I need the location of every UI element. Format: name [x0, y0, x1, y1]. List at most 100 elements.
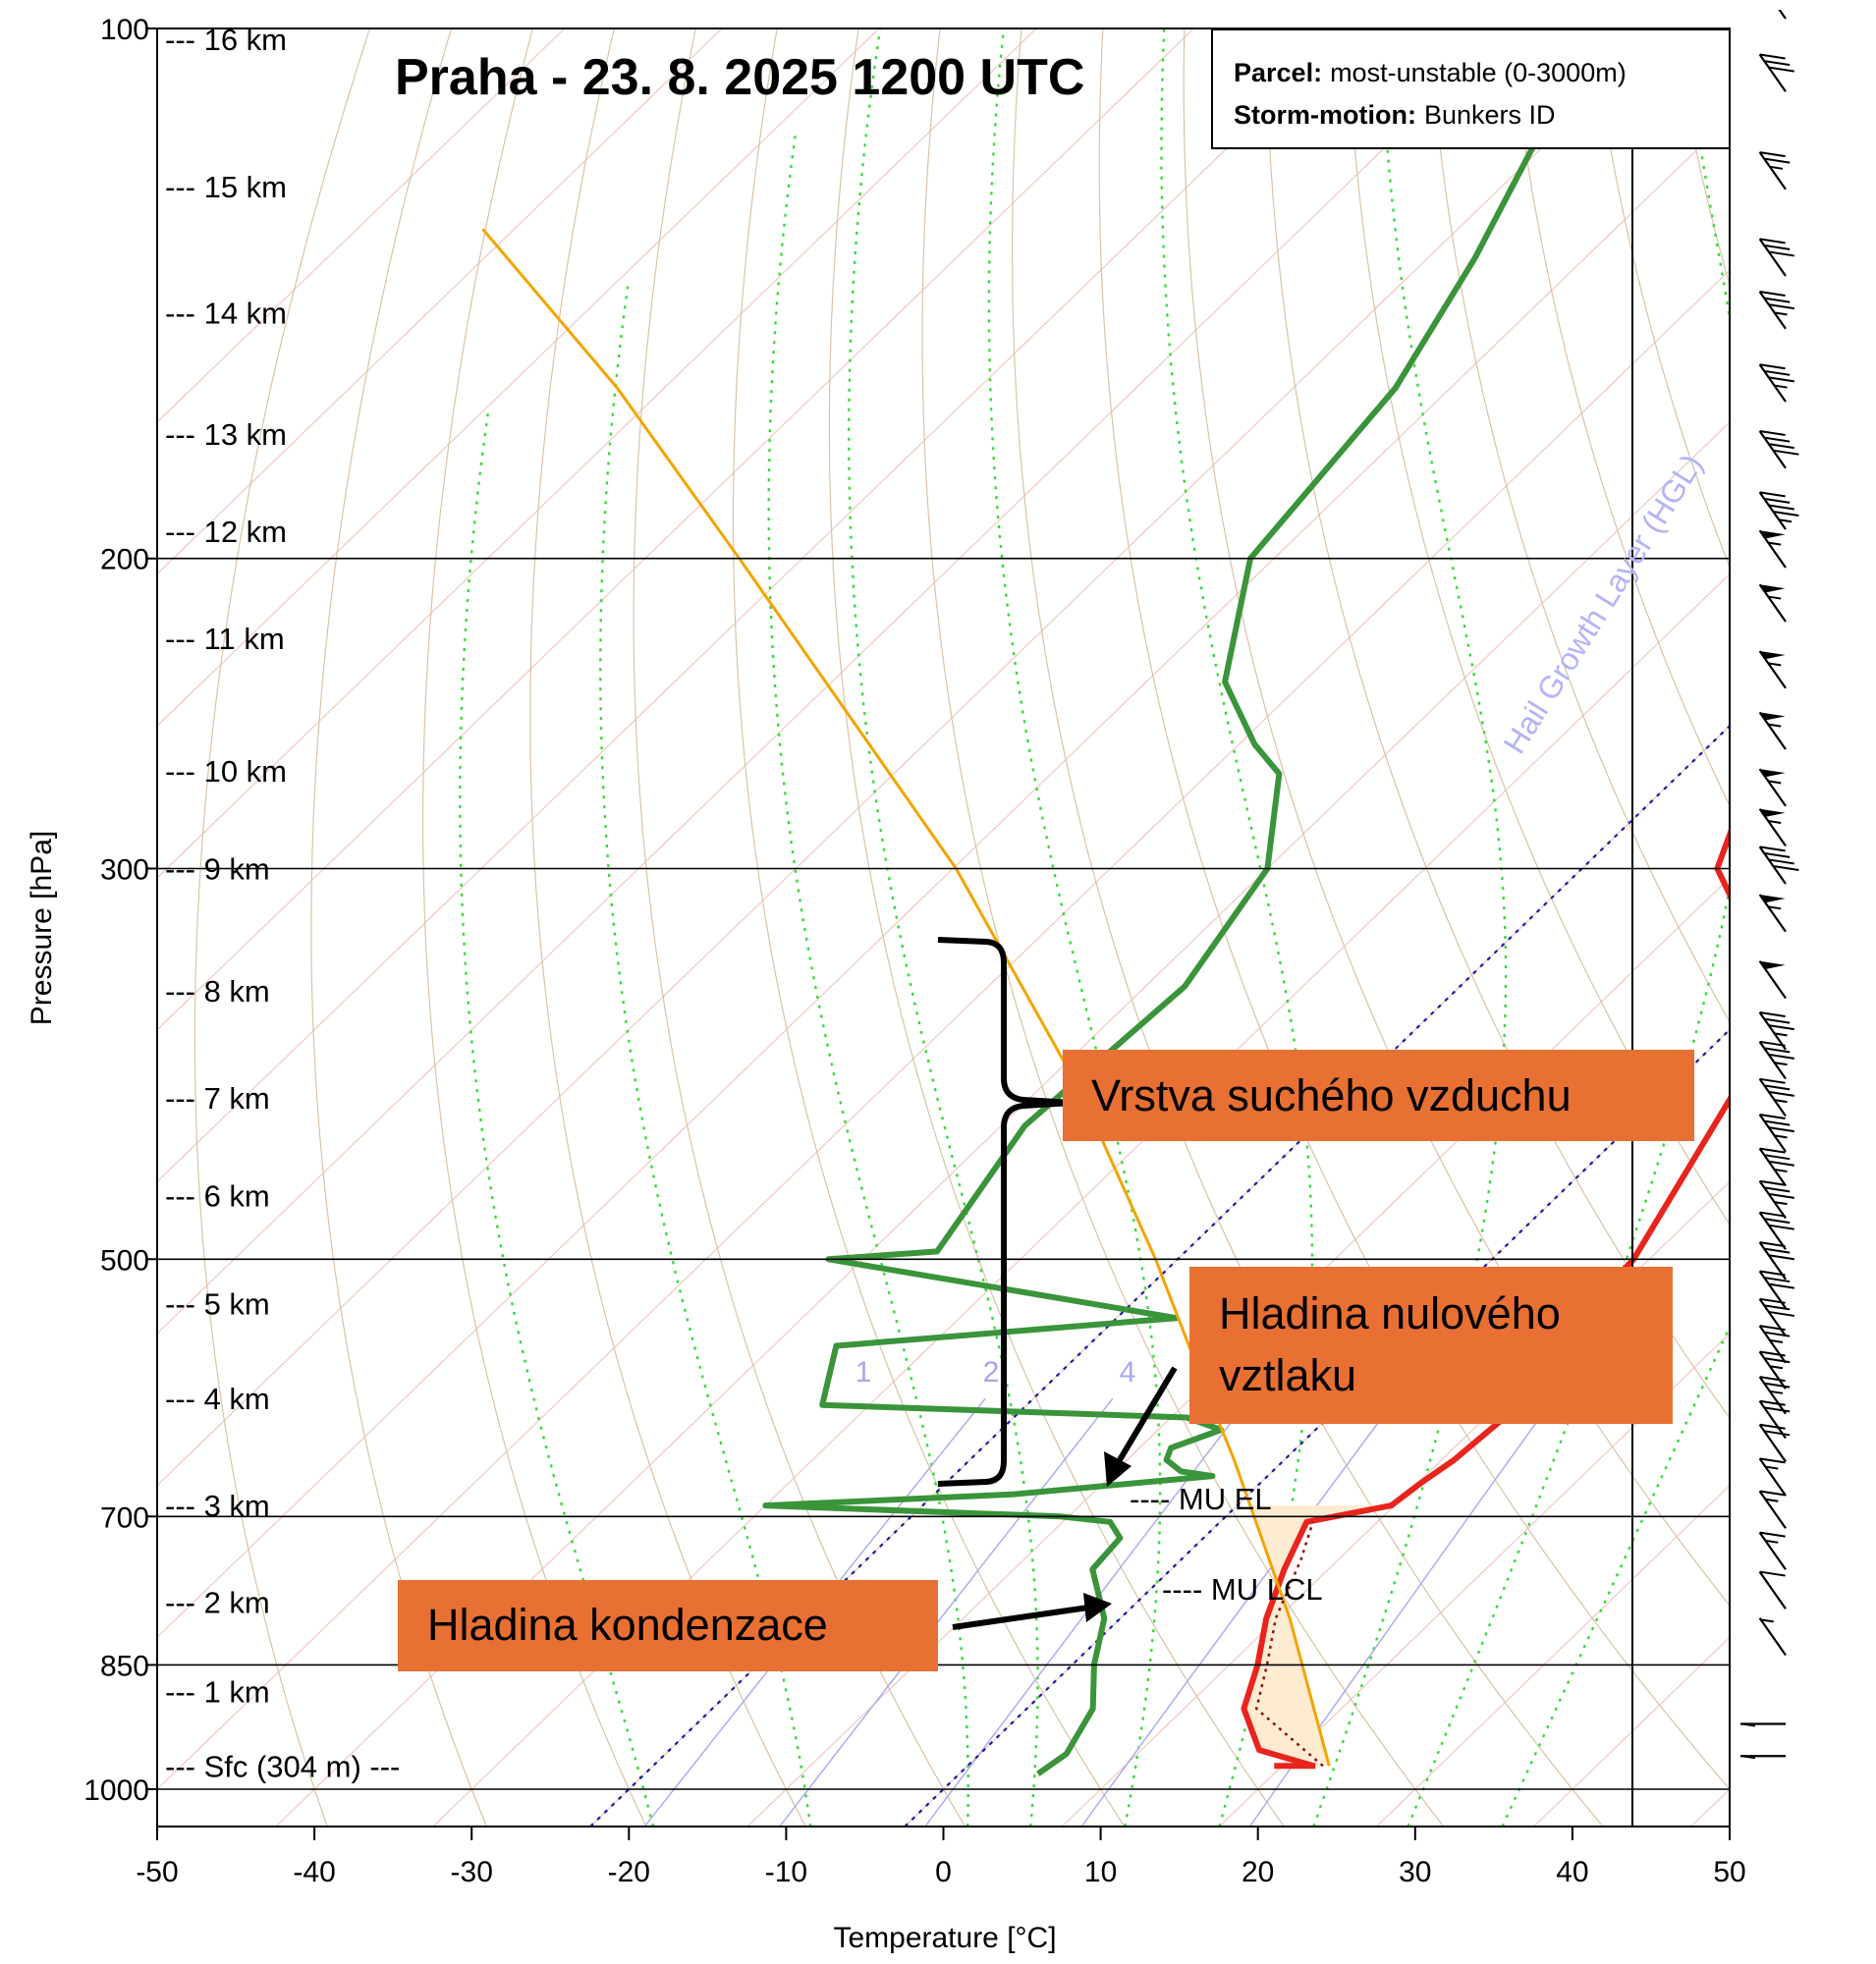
wind-barb-staff — [1758, 363, 1787, 403]
isotherm-line — [432, 573, 1730, 1827]
wind-barb-full — [1759, 1531, 1786, 1538]
x-tick-label: 30 — [1399, 1856, 1431, 1888]
wind-barb — [1758, 430, 1799, 469]
wind-barb — [1758, 650, 1787, 689]
wind-barb-full — [1768, 1224, 1794, 1230]
wind-barb-staff — [1758, 1180, 1787, 1220]
wind-barb-full — [1759, 238, 1786, 245]
wind-barb — [1758, 363, 1794, 403]
wind-barb-full — [1759, 1376, 1786, 1383]
wind-barb-half — [1768, 723, 1782, 728]
height-label: --- 2 km — [165, 1586, 270, 1620]
wind-barb-full — [1759, 151, 1786, 158]
lcl-box-text: Hladina kondenzace — [427, 1600, 828, 1650]
isotherm-line — [157, 269, 1730, 1790]
wind-barb-half — [1774, 1099, 1788, 1104]
dry-adiabat-line — [828, 28, 1285, 1827]
wind-barb-full — [1759, 1423, 1786, 1430]
el-box-line-2: vztlaku — [1219, 1350, 1356, 1400]
dry-layer-box — [1063, 1050, 1694, 1141]
wind-barb-staff — [1758, 1617, 1787, 1657]
moist-adiabat-line — [1501, 1323, 1730, 1827]
wind-barb-half — [1768, 905, 1782, 910]
wind-barb-full — [1768, 443, 1794, 450]
wind-barb-full — [1759, 491, 1786, 498]
dry-adiabat-line — [310, 28, 488, 1827]
height-label: --- 6 km — [165, 1178, 270, 1213]
wind-barb-half — [1774, 384, 1788, 389]
wind-barb-staff — [1758, 291, 1787, 330]
wind-barb-staff — [1758, 1241, 1787, 1281]
wind-barb-pennant — [1759, 530, 1786, 539]
height-label: --- 7 km — [165, 1081, 270, 1116]
el-arrow-shaft — [1115, 1366, 1178, 1465]
height-label: --- 5 km — [165, 1287, 270, 1322]
wind-barb-full — [1759, 291, 1786, 298]
virtual-temperature-line — [1254, 1521, 1324, 1768]
height-label: --- 10 km — [165, 754, 287, 789]
wind-barb-half — [1769, 1390, 1784, 1394]
wind-barb-full — [1764, 1084, 1791, 1091]
wind-barb-full — [1773, 865, 1799, 871]
wind-barb — [1758, 238, 1794, 277]
moist-adiabat-line — [847, 28, 1039, 1827]
wind-barb-full — [1768, 858, 1794, 865]
wind-barb — [1758, 1147, 1794, 1186]
moist-adiabat-line — [987, 28, 1162, 1827]
wind-barb — [1758, 711, 1787, 750]
wind-barb-half — [1765, 1498, 1779, 1502]
wind-barb — [1758, 583, 1787, 623]
y-tick-label: 850 — [100, 1650, 149, 1682]
wind-barb-staff — [1758, 1114, 1787, 1153]
lcl-arrow-head — [1083, 1593, 1112, 1622]
wind-barb — [1758, 1617, 1787, 1657]
legend: Parcel: most-unstable (0-3000m) Storm-mot… — [1211, 28, 1731, 149]
hgl-label: Hail Growth Layer (HGL) — [1496, 448, 1709, 760]
wind-barb-pennant — [1759, 769, 1786, 778]
mixing-ratio-line — [779, 1397, 1114, 1827]
wind-barb — [1758, 1241, 1794, 1281]
wind-barb-full — [1768, 376, 1794, 383]
height-label: --- 11 km — [165, 622, 285, 656]
wind-barb-full — [1764, 1277, 1791, 1283]
isotherm-line — [157, 28, 880, 728]
wind-barb — [1758, 491, 1799, 530]
wind-barb-full — [1764, 851, 1791, 858]
wind-barb-staff — [1758, 1490, 1787, 1529]
dry-adiabat-line — [1509, 28, 1730, 807]
isotherm-line — [275, 421, 1730, 1827]
wind-barb-pennant — [1759, 584, 1786, 593]
dry-adiabat-line — [1098, 28, 1730, 1790]
legend-parcel-key: Parcel: — [1234, 58, 1322, 87]
wind-barb-full — [1764, 1357, 1791, 1364]
wind-barb — [1758, 1179, 1794, 1220]
wind-barb-half — [1765, 1539, 1779, 1544]
y-tick-label: 700 — [100, 1501, 149, 1534]
wind-barb-full — [1768, 1126, 1794, 1133]
dry-adiabat-line — [529, 28, 806, 1827]
wind-barb-pennant — [1759, 808, 1786, 817]
wind-barb-pennant — [1759, 960, 1786, 969]
x-tick-label: 20 — [1241, 1856, 1274, 1888]
wind-barb-full — [1759, 1211, 1786, 1218]
mixing-ratio-label-1: 1 — [855, 1356, 872, 1389]
wind-barb — [1758, 1457, 1787, 1497]
wind-barb-full — [1768, 1024, 1794, 1031]
wind-barb — [1740, 1755, 1786, 1760]
moist-adiabat-line — [459, 410, 655, 1827]
dry-adiabat-line — [1265, 28, 1730, 1419]
dry-adiabat-line — [921, 28, 1445, 1827]
wind-barb — [1778, 10, 1787, 20]
wind-barb-full — [1759, 1490, 1786, 1497]
wind-barb-half — [1741, 1722, 1756, 1727]
wind-barb-staff — [1758, 1041, 1787, 1080]
wind-barb — [1758, 291, 1794, 330]
wind-barb-full — [1759, 1297, 1786, 1304]
isotherm-line — [157, 28, 1038, 879]
wind-barb-half — [1769, 1365, 1784, 1370]
wind-barb-half — [1768, 541, 1782, 546]
wind-barb-full — [1768, 1160, 1794, 1167]
wind-barb-full — [1759, 1241, 1786, 1248]
wind-barb-full — [1764, 1247, 1791, 1254]
height-label: --- 16 km — [165, 23, 287, 57]
